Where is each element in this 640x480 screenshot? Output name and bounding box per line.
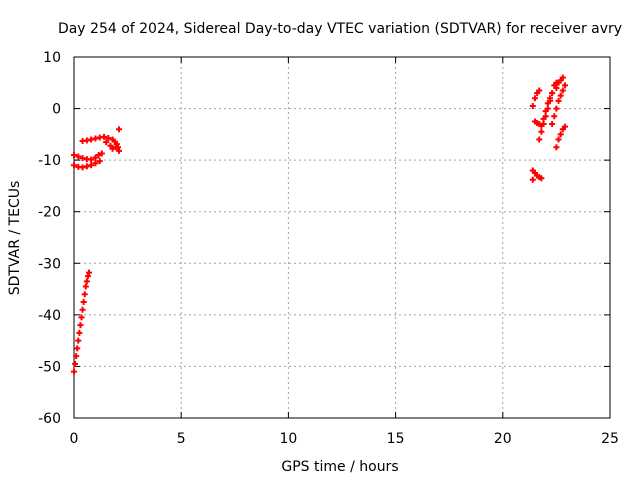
data-point-marker — [561, 82, 568, 89]
y-tick-label: -30 — [38, 256, 61, 272]
data-point-marker — [109, 145, 116, 152]
data-point-marker — [540, 121, 547, 128]
data-point-marker — [113, 141, 120, 148]
data-point-marker — [559, 87, 566, 94]
y-tick-label: -50 — [38, 359, 61, 375]
data-point-marker — [79, 306, 86, 313]
data-point-marker — [88, 162, 95, 169]
y-tick-label: 10 — [43, 50, 61, 66]
data-point-marker — [540, 115, 547, 122]
y-tick-label: 0 — [52, 102, 61, 118]
data-point-marker — [555, 97, 562, 104]
x-axis-label: GPS time / hours — [281, 459, 398, 475]
grid-lines — [74, 57, 610, 418]
y-tick-label: -20 — [38, 205, 61, 221]
data-point-marker — [71, 151, 77, 158]
data-point-marker — [81, 291, 88, 298]
data-point-marker — [529, 102, 536, 109]
x-tick-label: 5 — [177, 431, 186, 447]
data-point-marker — [95, 151, 102, 158]
data-point-marker — [74, 345, 81, 352]
data-point-marker — [79, 155, 86, 162]
data-points — [71, 74, 568, 375]
data-point-marker — [80, 298, 87, 305]
data-point-marker — [557, 131, 564, 138]
data-point-marker — [538, 175, 545, 182]
y-tick-label: -40 — [38, 308, 61, 324]
data-point-marker — [531, 95, 538, 102]
data-point-marker — [77, 322, 84, 329]
data-point-marker — [96, 158, 103, 165]
data-point-marker — [75, 337, 82, 344]
data-point-marker — [84, 273, 91, 280]
data-point-marker — [105, 134, 112, 141]
y-axis-label: SDTVAR / TECUs — [7, 181, 23, 296]
data-point-marker — [71, 368, 77, 375]
data-point-marker — [92, 154, 99, 161]
chart-title: Day 254 of 2024, Sidereal Day-to-day VTE… — [58, 21, 622, 37]
data-point-marker — [555, 136, 562, 143]
data-point-marker — [83, 137, 90, 144]
data-point-marker — [553, 144, 560, 151]
data-point-marker — [82, 283, 89, 290]
y-tick-label: -60 — [38, 411, 61, 427]
axis-ticks — [73, 56, 611, 419]
data-point-marker — [529, 176, 536, 183]
data-point-marker — [88, 136, 95, 143]
data-point-marker — [88, 156, 95, 163]
data-point-marker — [557, 92, 564, 99]
data-point-marker — [101, 133, 108, 140]
data-point-marker — [86, 269, 93, 276]
data-point-marker — [112, 144, 119, 151]
y-tick-label: -10 — [38, 153, 61, 169]
data-point-marker — [72, 360, 79, 367]
x-tick-label: 20 — [494, 431, 512, 447]
data-point-marker — [538, 128, 545, 135]
x-tick-label: 0 — [70, 431, 79, 447]
data-point-marker — [83, 278, 90, 285]
data-point-marker — [536, 87, 543, 94]
data-point-marker — [116, 147, 123, 154]
data-point-marker — [76, 329, 83, 336]
data-point-marker — [75, 153, 82, 160]
data-point-marker — [546, 95, 553, 102]
data-point-marker — [71, 162, 77, 169]
x-tick-label: 25 — [601, 431, 619, 447]
data-point-marker — [92, 135, 99, 142]
data-point-marker — [542, 108, 549, 115]
data-point-marker — [561, 123, 568, 130]
data-point-marker — [98, 150, 105, 157]
tick-labels: 0 5 10 15 20 25 10 0 -10 -20 -30 -40 -50 -60 — [38, 50, 619, 447]
data-point-marker — [116, 126, 123, 133]
data-point-marker — [103, 139, 110, 146]
plot-frame — [73, 56, 611, 419]
data-point-marker — [79, 164, 86, 171]
data-point-marker — [78, 314, 85, 321]
data-point-marker — [83, 163, 90, 170]
data-point-marker — [107, 142, 114, 149]
data-point-marker — [549, 121, 556, 128]
data-point-marker — [544, 100, 551, 107]
data-point-marker — [559, 74, 566, 81]
data-point-marker — [73, 353, 80, 360]
data-point-marker — [553, 105, 560, 112]
data-point-marker — [551, 113, 558, 120]
data-point-marker — [553, 84, 560, 91]
x-tick-label: 10 — [279, 431, 297, 447]
x-tick-label: 15 — [387, 431, 405, 447]
data-point-marker — [536, 136, 543, 143]
data-point-marker — [549, 90, 556, 97]
data-point-marker — [92, 160, 99, 167]
